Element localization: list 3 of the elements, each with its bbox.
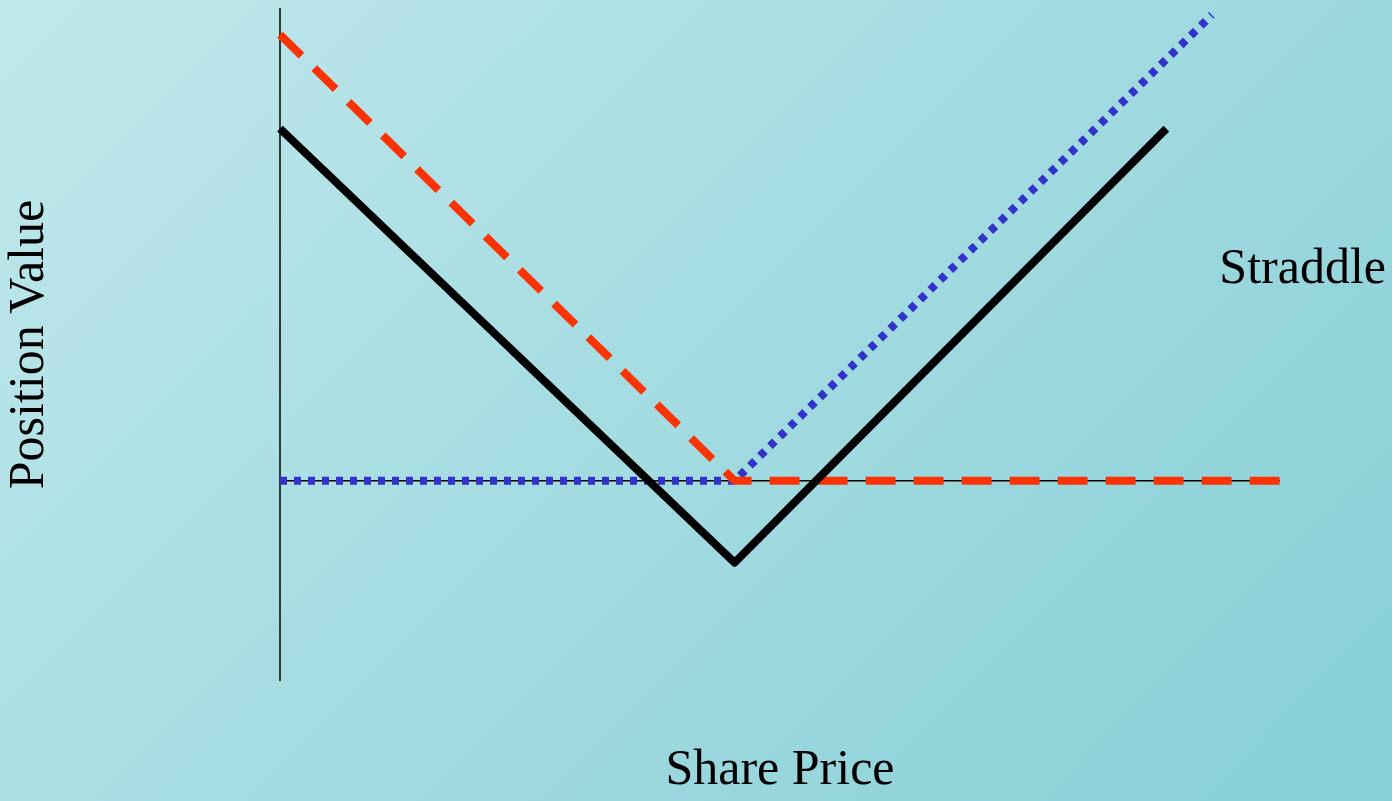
text: Straddle	[1219, 237, 1386, 294]
x-axis-title: Share Price	[665, 739, 895, 796]
y-axis-title: Position Value	[0, 199, 55, 490]
